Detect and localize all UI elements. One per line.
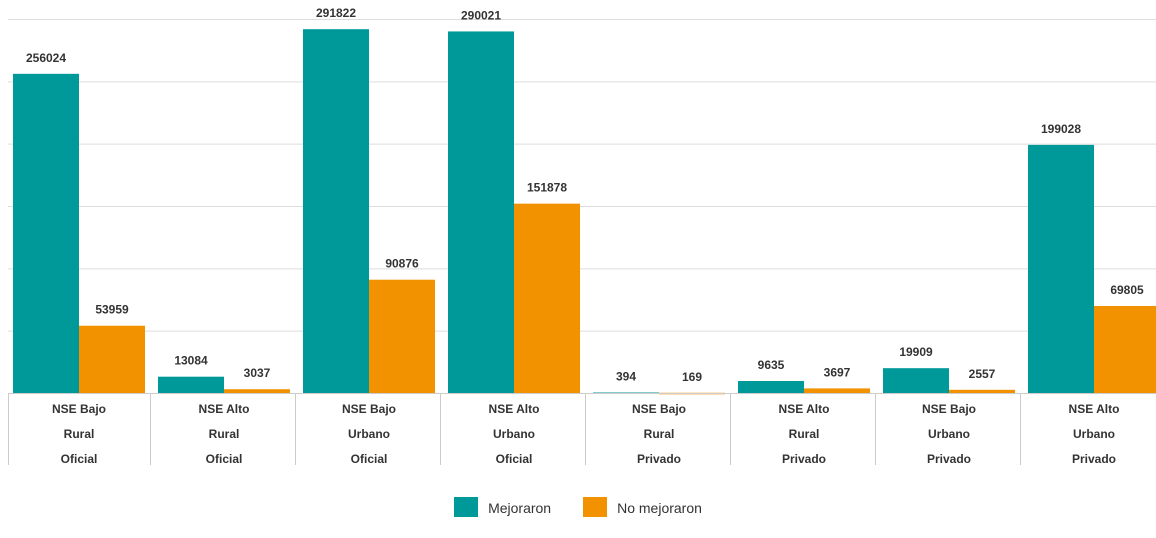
x-tick-label: NSE Alto: [199, 402, 250, 416]
bar-no-mejoraron[interactable]: [514, 203, 580, 393]
bar-no-mejoraron[interactable]: [949, 389, 1015, 393]
x-tick-label: NSE Bajo: [342, 402, 396, 416]
x-tick-label: Urbano: [928, 427, 970, 441]
x-tick-label: Privado: [1072, 452, 1116, 466]
data-label: 13084: [174, 354, 208, 368]
bar-no-mejoraron[interactable]: [224, 389, 290, 393]
x-tick-label: Rural: [209, 427, 240, 441]
x-tick-label: Urbano: [1073, 427, 1115, 441]
bar-mejoraron[interactable]: [883, 368, 949, 393]
data-label: 256024: [26, 51, 66, 65]
x-tick-label: Oficial: [61, 452, 98, 466]
legend-item-mejoraron[interactable]: Mejoraron: [454, 497, 552, 517]
grid-lines: [8, 19, 1156, 394]
data-label: 290021: [461, 8, 501, 22]
x-tick-label: Privado: [927, 452, 971, 466]
x-tick-label: Rural: [644, 427, 675, 441]
x-tick-label: Urbano: [493, 427, 535, 441]
x-tick-label: Privado: [637, 452, 681, 466]
data-label: 151878: [527, 181, 567, 195]
x-tick-label: Oficial: [351, 452, 388, 466]
bar-mejoraron[interactable]: [158, 376, 224, 393]
bar-mejoraron[interactable]: [738, 380, 804, 393]
x-tick-label: Oficial: [206, 452, 243, 466]
bar-no-mejoraron[interactable]: [79, 325, 145, 393]
data-label: 90876: [385, 257, 419, 271]
data-label: 199028: [1041, 122, 1081, 136]
data-label: 69805: [1110, 283, 1144, 297]
x-tick-label: NSE Alto: [1069, 402, 1120, 416]
legend-label-no-mejoraron: No mejoraron: [617, 500, 702, 516]
x-tick-label: NSE Bajo: [922, 402, 976, 416]
bar-mejoraron[interactable]: [13, 73, 79, 393]
x-tick-label: NSE Alto: [779, 402, 830, 416]
legend-swatch-no-mejoraron: [583, 497, 608, 517]
data-label: 394: [616, 370, 636, 384]
data-label: 19909: [899, 345, 933, 359]
legend-label-mejoraron: Mejoraron: [488, 500, 552, 516]
x-tick-label: Urbano: [348, 427, 390, 441]
bars-layer: [13, 29, 1156, 395]
data-label: 53959: [95, 303, 129, 317]
x-tick-label: NSE Bajo: [632, 402, 686, 416]
legend: Mejoraron No mejoraron: [0, 497, 1156, 517]
bar-no-mejoraron[interactable]: [1094, 305, 1156, 393]
x-tick-label: Oficial: [496, 452, 533, 466]
x-axis: NSE Bajo Rural Oficial NSE Alto Rural Oficial…: [8, 393, 1156, 466]
bar-mejoraron[interactable]: [303, 29, 369, 393]
x-tick-label: NSE Alto: [489, 402, 540, 416]
bar-no-mejoraron[interactable]: [369, 279, 435, 393]
value-labels-layer: 256024 13084 291822 290021 394 9635 19909 19902…: [26, 6, 1144, 384]
data-label: 3037: [244, 366, 271, 380]
legend-swatch-mejoraron: [454, 497, 479, 517]
x-tick-label: NSE Bajo: [52, 402, 106, 416]
data-label: 3697: [824, 365, 851, 379]
x-tick-label: Rural: [789, 427, 820, 441]
bar-mejoraron[interactable]: [1028, 144, 1094, 393]
data-label: 9635: [758, 358, 785, 372]
bar-mejoraron[interactable]: [448, 31, 514, 393]
data-label: 169: [682, 370, 702, 384]
legend-item-no-mejoraron[interactable]: No mejoraron: [583, 497, 702, 517]
data-label: 291822: [316, 6, 356, 20]
data-label: 2557: [969, 367, 996, 381]
x-tick-label: Privado: [782, 452, 826, 466]
bar-no-mejoraron[interactable]: [804, 388, 870, 393]
x-tick-label: Rural: [64, 427, 95, 441]
